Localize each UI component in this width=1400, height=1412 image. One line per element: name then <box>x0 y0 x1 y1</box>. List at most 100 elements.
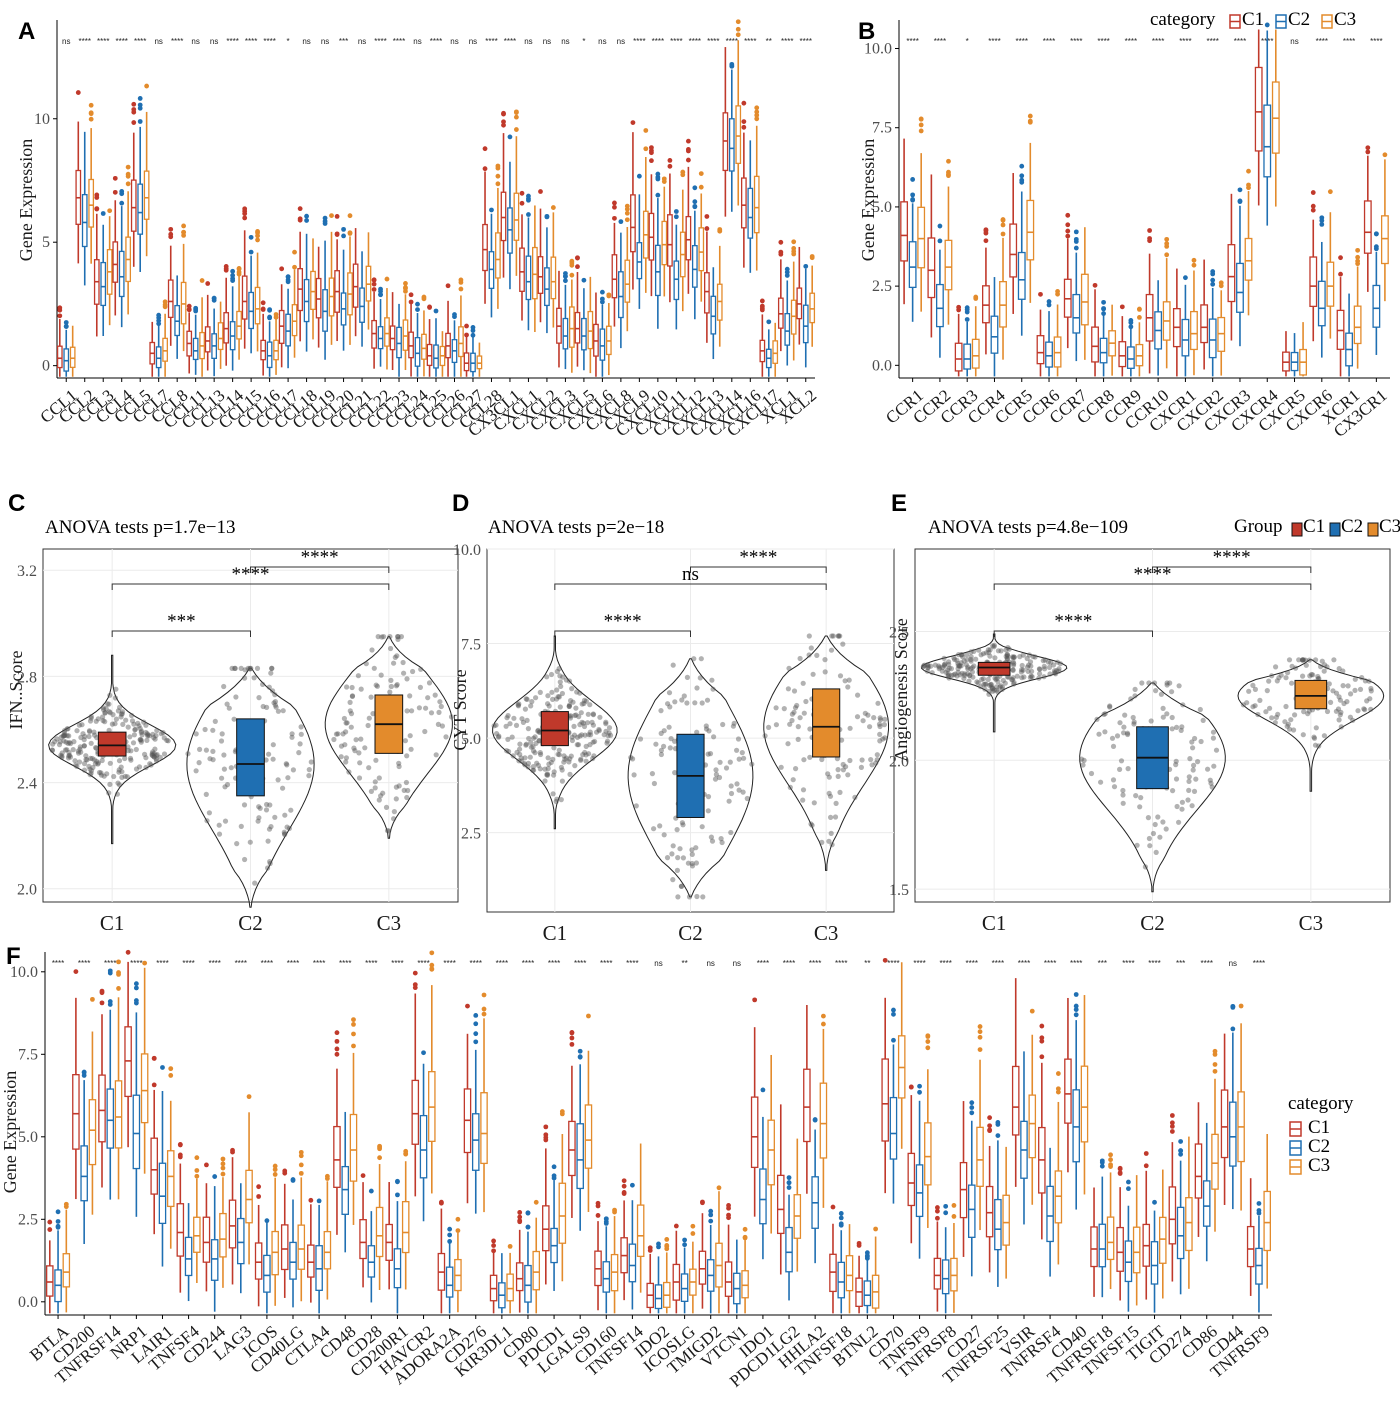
data-point <box>994 684 1000 690</box>
data-point <box>342 742 348 748</box>
data-point <box>1037 671 1043 677</box>
data-point <box>1357 686 1364 693</box>
outlier-point <box>464 323 469 329</box>
significance-label: **** <box>781 37 793 46</box>
data-point <box>704 697 711 703</box>
data-point <box>144 737 150 744</box>
data-point <box>60 733 66 739</box>
data-point <box>981 681 987 688</box>
data-point <box>537 766 543 772</box>
data-point <box>93 745 99 751</box>
data-point <box>537 689 543 696</box>
outlier-point <box>643 128 649 133</box>
data-point <box>1005 653 1011 659</box>
outlier-point <box>1178 1139 1184 1144</box>
data-point <box>74 763 80 770</box>
data-point <box>59 753 65 759</box>
box-c3 <box>790 299 797 335</box>
outlier-point <box>1218 280 1224 286</box>
outlier-point <box>910 197 916 202</box>
data-point <box>115 780 121 786</box>
outlier-point <box>1191 262 1197 268</box>
data-point <box>781 706 787 712</box>
outlier-point <box>242 206 248 212</box>
outlier-point <box>624 206 630 212</box>
data-point <box>1125 731 1131 738</box>
data-point <box>282 831 288 837</box>
data-point <box>425 695 431 701</box>
y-tick-label: 10.0 <box>864 41 892 58</box>
outlier-point <box>803 263 809 269</box>
significance-label: **** <box>689 37 701 46</box>
data-point <box>633 803 639 809</box>
data-point <box>409 708 415 714</box>
data-point <box>210 748 216 755</box>
data-point <box>855 692 861 698</box>
data-point <box>545 765 551 772</box>
outlier-point <box>1169 1120 1175 1126</box>
data-point <box>221 766 227 772</box>
outlier-point <box>292 264 297 270</box>
data-point <box>87 729 93 735</box>
data-point <box>252 880 258 886</box>
data-point <box>603 719 609 725</box>
data-point <box>366 715 372 721</box>
data-point <box>257 805 263 811</box>
y-tick-label: 2.0 <box>889 753 909 770</box>
data-point <box>141 719 147 725</box>
data-point <box>694 685 700 691</box>
data-point <box>957 672 963 678</box>
data-point <box>65 726 71 732</box>
data-point <box>728 790 735 797</box>
data-point <box>405 787 411 794</box>
outlier-point <box>408 292 414 298</box>
data-point <box>242 667 248 673</box>
significance-label: **** <box>966 959 978 968</box>
outlier-point <box>223 266 229 272</box>
box-c2 <box>654 1284 663 1310</box>
data-point <box>1336 666 1342 672</box>
outlier-point <box>260 300 266 306</box>
outlier-point <box>168 1073 174 1078</box>
data-point <box>86 733 92 740</box>
data-point <box>504 748 510 754</box>
data-point <box>700 894 706 900</box>
outlier-point <box>351 1031 356 1037</box>
data-point <box>1134 842 1140 848</box>
data-point <box>1011 661 1017 667</box>
data-point <box>862 710 868 716</box>
significance-label: ns <box>413 37 421 46</box>
data-point <box>1019 675 1025 681</box>
data-point <box>1362 707 1368 713</box>
box-c2 <box>1229 1101 1237 1167</box>
data-point <box>62 747 69 753</box>
data-point <box>152 746 158 752</box>
data-point <box>847 725 853 731</box>
significance-label: **** <box>504 37 516 46</box>
data-point <box>999 684 1006 690</box>
box-c1 <box>1118 341 1127 368</box>
outlier-point <box>735 19 741 25</box>
y-tick-label: 10.0 <box>10 964 38 981</box>
outlier-point <box>447 1232 453 1238</box>
outlier-point <box>752 997 758 1003</box>
data-point <box>980 651 987 657</box>
box-c1 <box>1064 1058 1072 1124</box>
box-c2 <box>433 344 439 369</box>
data-point <box>422 728 428 735</box>
outlier-point <box>1099 1163 1105 1169</box>
outlier-point <box>1169 1113 1175 1118</box>
data-point <box>1200 717 1206 724</box>
outlier-point <box>73 969 79 974</box>
outlier-point <box>88 116 94 122</box>
data-point <box>221 683 227 690</box>
data-point <box>705 751 711 757</box>
data-point <box>686 894 693 900</box>
data-point <box>1179 724 1185 730</box>
outlier-point <box>918 122 924 128</box>
data-point <box>706 728 712 734</box>
data-point <box>218 738 225 744</box>
data-point <box>1011 681 1017 687</box>
outlier-point <box>621 1178 627 1184</box>
box-c2 <box>263 1254 271 1293</box>
